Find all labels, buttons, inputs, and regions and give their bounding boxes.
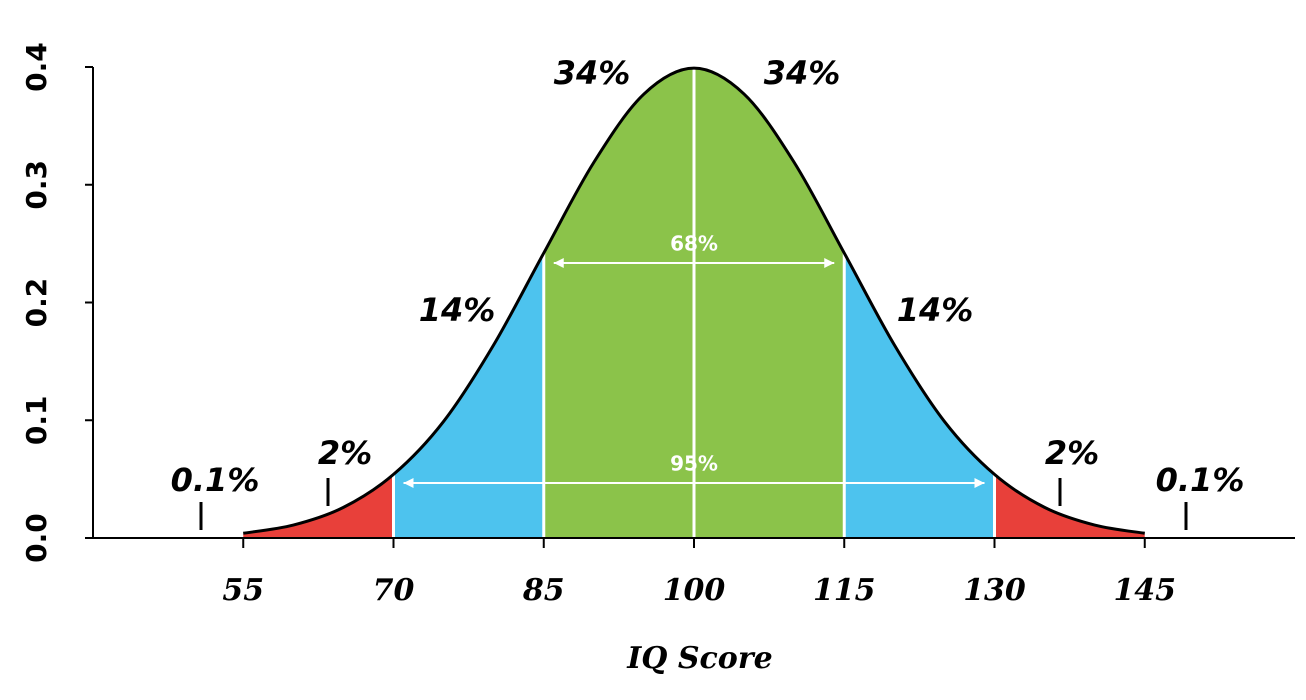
x-tick-label: 55	[222, 573, 264, 608]
area-label: 14%	[419, 291, 496, 329]
curve	[243, 66, 1145, 535]
y-tick-label: 0.4	[20, 42, 53, 92]
area-label: 0.1%	[1156, 461, 1245, 499]
x-tick-label: 100	[663, 573, 726, 608]
span-label: 95%	[670, 452, 718, 476]
x-tick-label: 115	[813, 573, 876, 608]
y-tick-label: 0.3	[20, 160, 53, 210]
area-label: 0.1%	[171, 461, 260, 499]
x-tick-label: 85	[522, 573, 565, 608]
tail-markers	[199, 478, 1188, 530]
y-tick-label: 0.1	[20, 395, 53, 445]
area-label: 34%	[764, 54, 841, 92]
x-tick-label: 70	[373, 573, 415, 608]
x-axis-label: IQ Score	[626, 641, 772, 676]
y-tick-label: 0.0	[20, 513, 53, 563]
area-label: 2%	[1045, 434, 1099, 472]
span-label: 68%	[670, 232, 718, 256]
x-tick-label: 130	[963, 573, 1026, 608]
area-label: 2%	[318, 434, 372, 472]
x-tick-label: 145	[1113, 573, 1176, 608]
y-tick-label: 0.2	[20, 278, 53, 328]
region	[243, 474, 394, 538]
region	[994, 474, 1145, 538]
area-label: 34%	[554, 54, 631, 92]
area-label: 14%	[897, 291, 974, 329]
